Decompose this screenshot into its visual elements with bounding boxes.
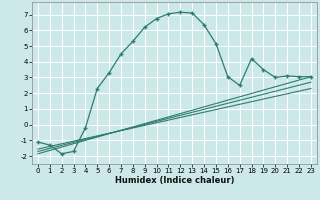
X-axis label: Humidex (Indice chaleur): Humidex (Indice chaleur) bbox=[115, 176, 234, 185]
